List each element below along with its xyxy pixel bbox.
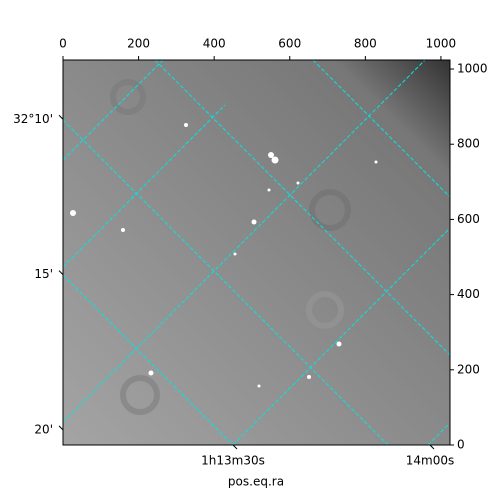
ra-tick-label: 14m00s (406, 454, 454, 468)
ra-tick (232, 444, 238, 450)
dec-tick (58, 114, 64, 120)
y-tick-label: 200 (457, 362, 480, 376)
dec-tick (58, 270, 64, 275)
ra-tick (429, 444, 435, 450)
y-tick-label: 1000 (457, 62, 488, 76)
x-tick-label: 200 (127, 37, 150, 51)
image-features (63, 60, 450, 445)
dec-tick (58, 425, 64, 431)
dec-tick-label: 20' (34, 422, 53, 436)
x-tick-label: 0 (59, 37, 67, 51)
ra-tick-label: 1h13m30s (201, 454, 265, 468)
sky-image (63, 60, 450, 445)
x-axis-label: pos.eq.ra (228, 475, 284, 489)
dec-tick-label: 32°10' (13, 112, 53, 126)
y-tick-label: 0 (457, 438, 465, 452)
y-tick-label: 600 (457, 212, 480, 226)
dec-tick-label: 15' (34, 267, 53, 281)
x-tick-label: 400 (203, 37, 226, 51)
y-tick-label: 800 (457, 137, 480, 151)
axes-frame (62, 59, 451, 446)
x-tick-label: 800 (354, 37, 377, 51)
x-tick-label: 1000 (426, 37, 457, 51)
y-tick-label: 400 (457, 287, 480, 301)
x-tick-label: 600 (278, 37, 301, 51)
